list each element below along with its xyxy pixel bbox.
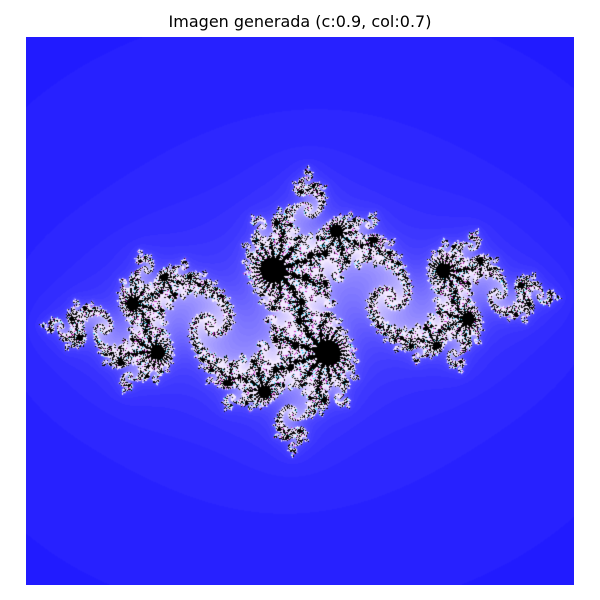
- generated-image-frame: [26, 37, 574, 585]
- figure-title: Imagen generada (c:0.9, col:0.7): [168, 12, 432, 31]
- julia-fractal-image: [26, 37, 574, 585]
